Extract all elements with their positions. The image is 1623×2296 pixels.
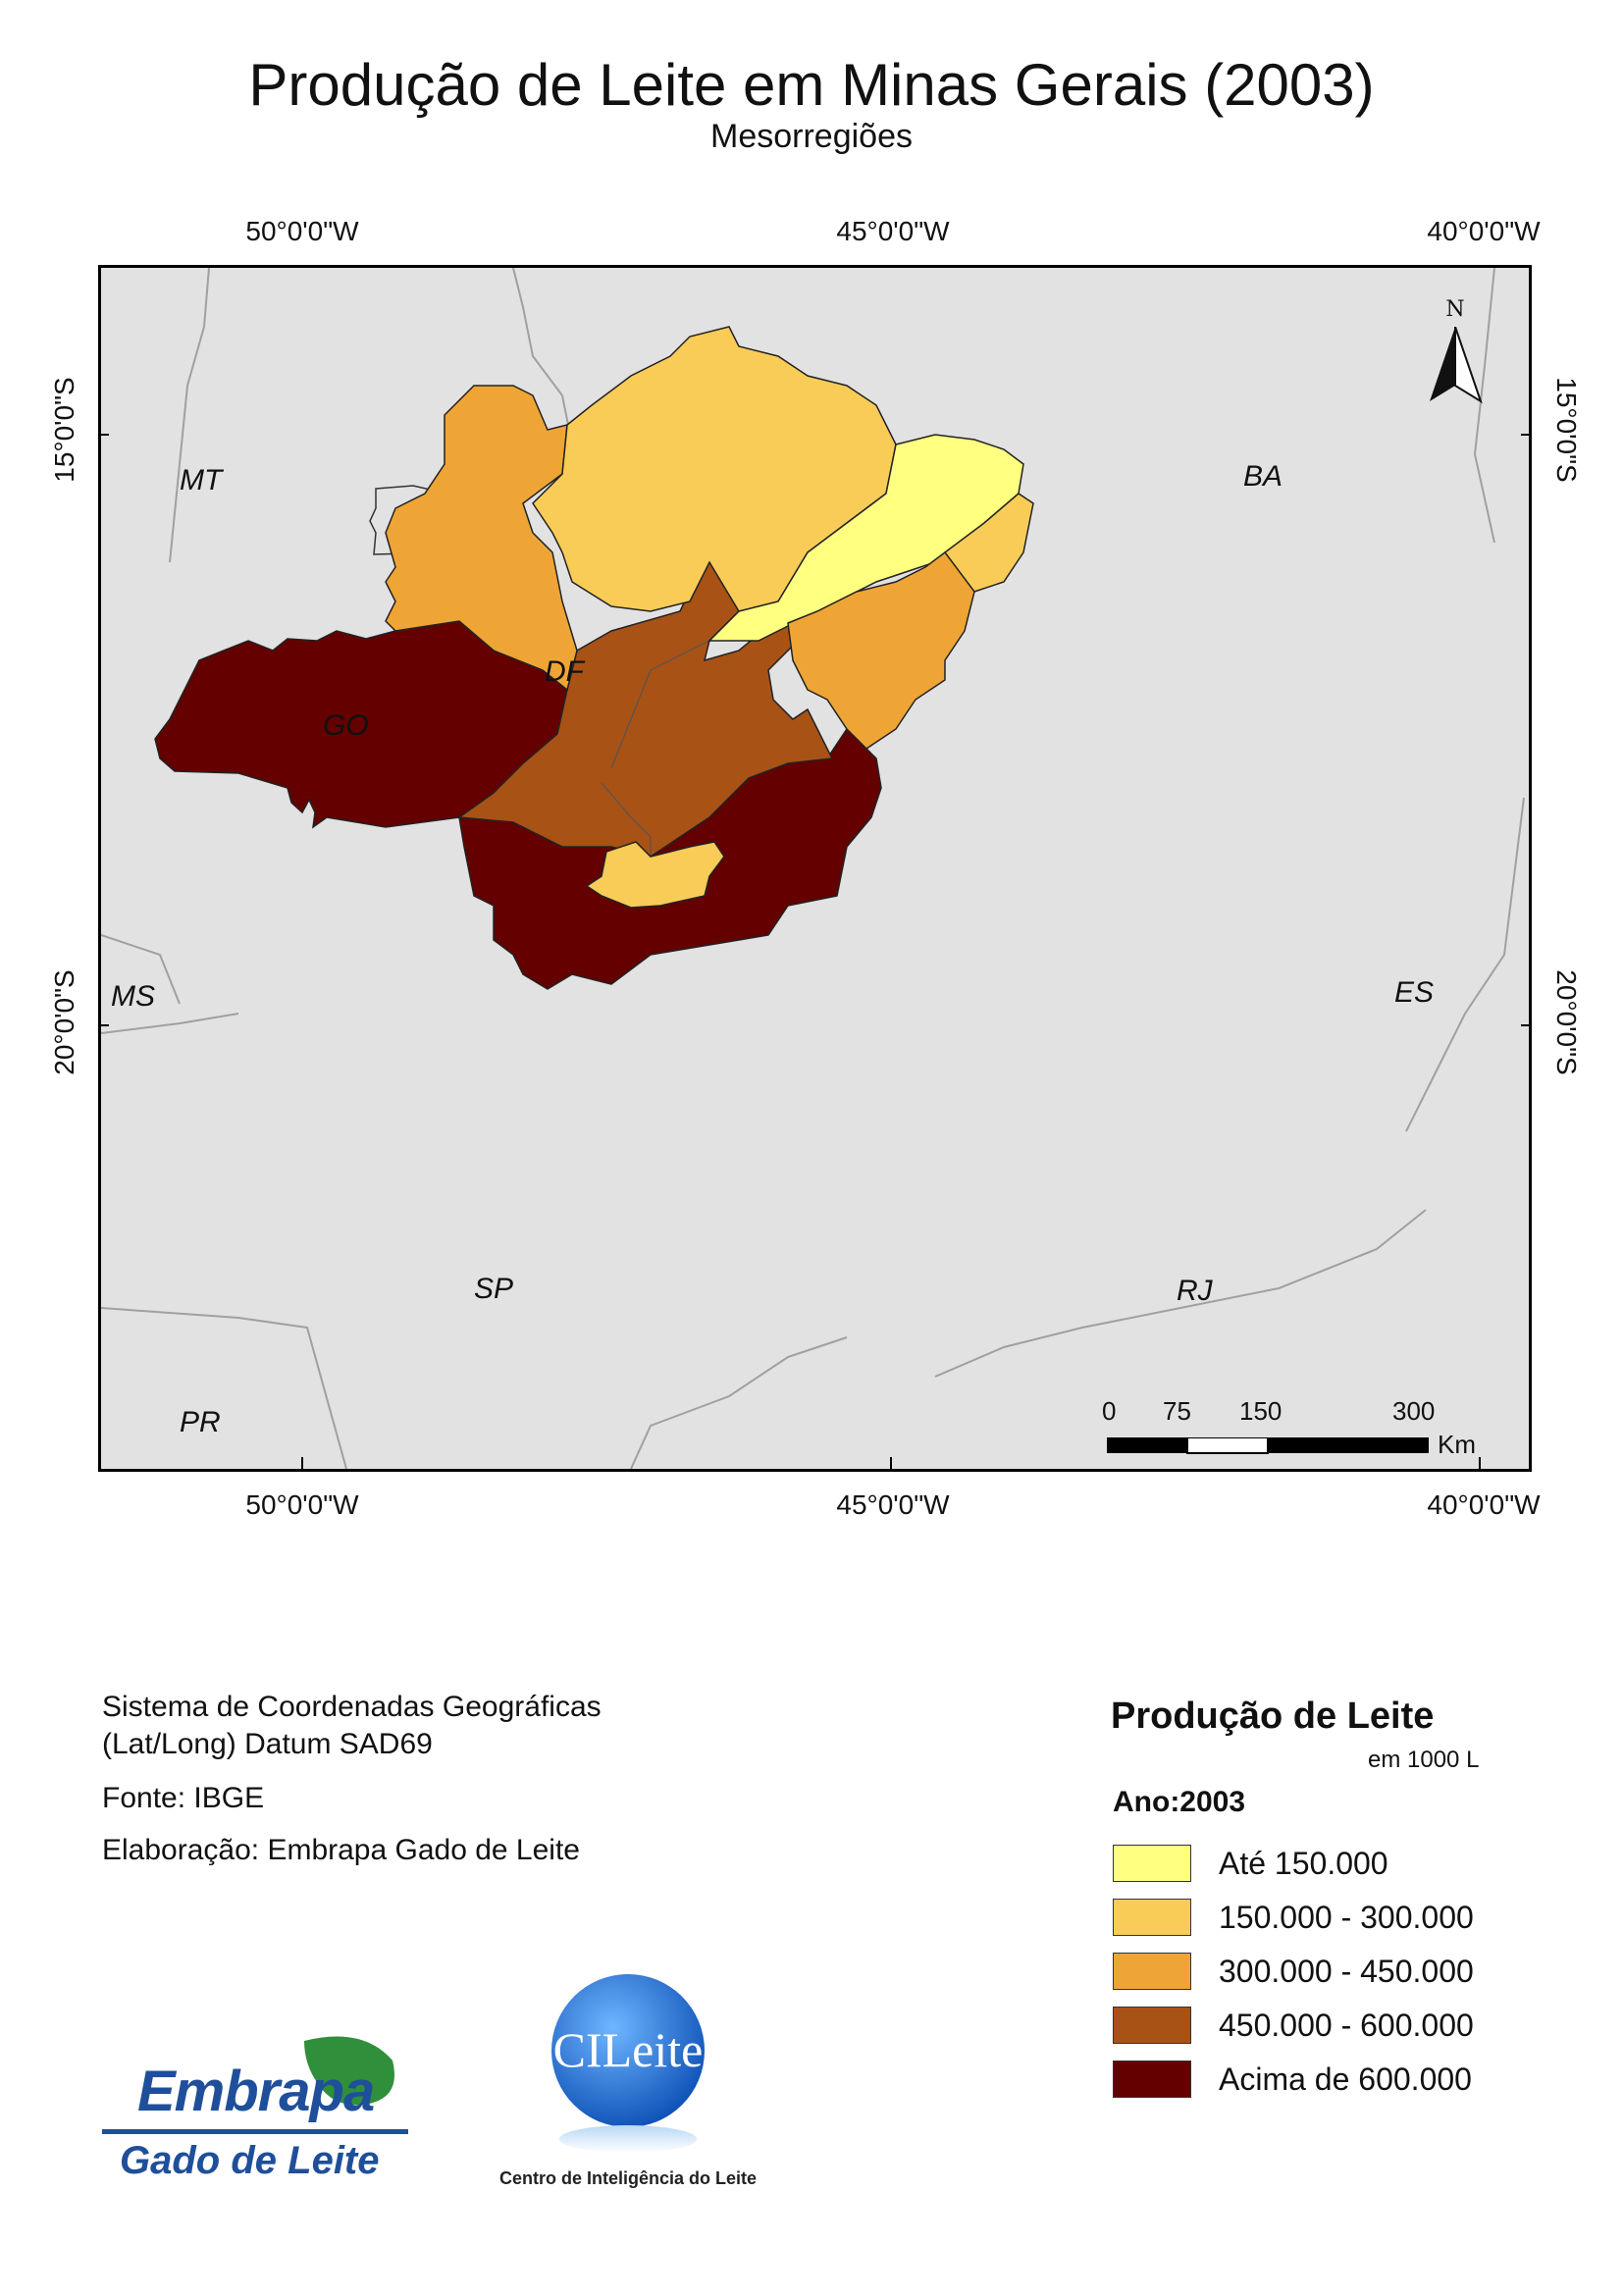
legend-swatch <box>1113 2061 1191 2098</box>
legend-label: Acima de 600.000 <box>1219 2061 1472 2097</box>
legend-swatch <box>1113 1899 1191 1936</box>
embrapa-logo: Embrapa Gado de Leite <box>98 2031 414 2188</box>
scale-tick-75: 75 <box>1163 1396 1191 1426</box>
state-label-es: ES <box>1394 976 1435 1009</box>
cileite-name: CILeite <box>552 2022 704 2077</box>
lon-label-bottom-45w: 45°0'0"W <box>836 1489 950 1520</box>
legend-unit: em 1000 L <box>1368 1747 1480 1773</box>
state-label-rj: RJ <box>1177 1275 1213 1307</box>
author-text: Elaboração: Embrapa Gado de Leite <box>102 1834 580 1866</box>
region-vale-do-rio-doce <box>787 551 975 750</box>
coord-system-line2: (Lat/Long) Datum SAD69 <box>102 1728 433 1760</box>
lat-label-left-15s: 15°0'0"S <box>49 377 79 483</box>
legend-swatch <box>1113 1953 1191 1990</box>
legend-swatch <box>1113 1845 1191 1882</box>
scale-unit: Km <box>1438 1430 1476 1459</box>
state-label-ms: MS <box>111 980 155 1013</box>
map-canvas <box>101 268 1529 1469</box>
state-label-sp: SP <box>474 1273 514 1305</box>
legend-label: 450.000 - 600.000 <box>1219 2008 1474 2043</box>
lon-label-bottom-40w: 40°0'0"W <box>1427 1489 1541 1520</box>
lon-label-bottom-50w: 50°0'0"W <box>245 1489 359 1520</box>
embrapa-leaf-icon <box>102 2036 408 2134</box>
lat-label-left-20s: 20°0'0"S <box>49 969 79 1075</box>
legend-label: Até 150.000 <box>1219 1846 1388 1881</box>
lon-label-top-50w: 50°0'0"W <box>245 216 359 246</box>
lon-label-top-40w: 40°0'0"W <box>1427 216 1541 246</box>
state-borders <box>101 268 1525 1469</box>
state-label-ba: BA <box>1243 460 1283 493</box>
lat-label-right-15s: 15°0'0"S <box>1551 377 1582 483</box>
cileite-globe-icon <box>551 1974 705 2153</box>
state-label-mt: MT <box>180 464 223 496</box>
cileite-subtitle: Centro de Inteligência do Leite <box>498 2168 758 2188</box>
legend-label: 150.000 - 300.000 <box>1219 1900 1474 1935</box>
region-vale-do-mucuri <box>943 493 1034 593</box>
map-subtitle: Mesorregiões <box>710 118 913 155</box>
lon-label-top-45w: 45°0'0"W <box>836 216 950 246</box>
map-frame: MT BA GO DF MS ES SP RJ PR N 0 75 150 30… <box>98 265 1532 1472</box>
legend-year: Ano:2003 <box>1113 1786 1246 1818</box>
lat-label-right-20s: 20°0'0"S <box>1551 969 1582 1075</box>
coord-system-line1: Sistema de Coordenadas Geográficas <box>102 1691 602 1723</box>
legend-label: 300.000 - 450.000 <box>1219 1954 1474 1989</box>
legend-swatch <box>1113 2007 1191 2044</box>
scale-tick-0: 0 <box>1102 1396 1117 1426</box>
embrapa-subtitle: Gado de Leite <box>120 2139 380 2182</box>
scale-bar-graphic <box>1107 1437 1429 1454</box>
state-label-df: DF <box>545 655 584 688</box>
scale-tick-150: 150 <box>1239 1396 1283 1426</box>
scale-tick-300: 300 <box>1392 1396 1436 1426</box>
embrapa-name: Embrapa <box>137 2060 375 2123</box>
state-label-go: GO <box>323 709 369 742</box>
region-campo-das-vertentes <box>585 841 725 909</box>
source-text: Fonte: IBGE <box>102 1782 265 1814</box>
scale-bar: 0 75 150 300 Km <box>1102 1396 1514 1459</box>
legend-title: Produção de Leite <box>1111 1696 1435 1737</box>
graticule-ticks <box>101 434 1529 1469</box>
region-noroeste <box>385 385 578 692</box>
state-label-pr: PR <box>180 1406 221 1438</box>
map-title: Produção de Leite em Minas Gerais (2003) <box>248 52 1375 118</box>
cileite-logo: CILeite Centro de Inteligência do Leite <box>491 1972 765 2198</box>
north-arrow-label: N <box>1445 297 1465 322</box>
north-arrow-icon <box>1430 327 1483 404</box>
north-arrow: N <box>1426 297 1485 405</box>
